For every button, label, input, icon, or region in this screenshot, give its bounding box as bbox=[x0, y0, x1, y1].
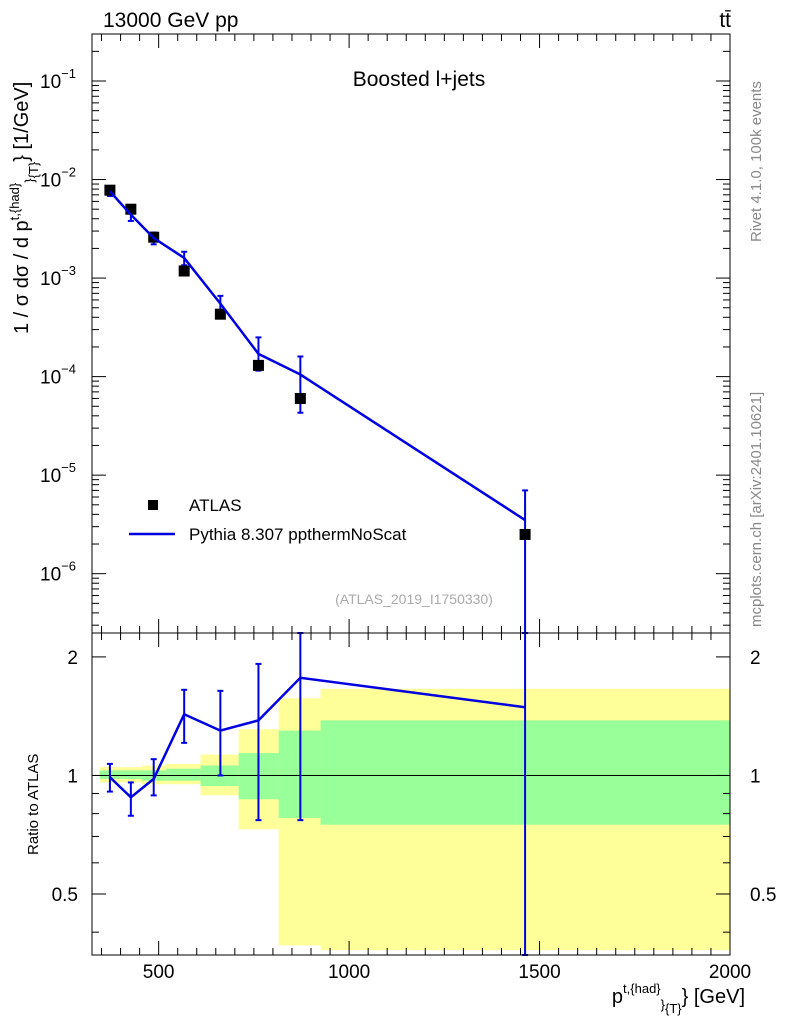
ratio-y-axis-label: Ratio to ATLAS bbox=[25, 754, 42, 855]
main-y-tick-label-4: 10−2 bbox=[40, 165, 76, 192]
main-y-tick-label-5: 10−1 bbox=[40, 66, 76, 93]
process-label: tt̄ bbox=[719, 9, 731, 32]
analysis-tag: (ATLAS_2019_I1750330) bbox=[335, 591, 493, 607]
ratio-y-tick-label-right-1: 1 bbox=[750, 766, 761, 787]
ratio-y-tick-label-right-2: 2 bbox=[750, 648, 761, 669]
atlas-data-point-0 bbox=[104, 184, 116, 196]
main-y-tick-label-3: 10−3 bbox=[40, 263, 76, 290]
main-y-tick-label-1: 10−5 bbox=[40, 460, 76, 487]
main-y-axis-label: 1 / σ dσ / d pt,{had}}{T}} [1/GeV] bbox=[7, 82, 41, 334]
ratio-y-tick-label-left-0: 0.5 bbox=[52, 885, 78, 906]
x-tick-label-1: 1000 bbox=[328, 962, 370, 983]
ratio-panel-frame bbox=[91, 632, 731, 956]
main-y-tick-label-0: 10−6 bbox=[40, 559, 76, 586]
main-panel-axes: 10−6 10−5 10−4 10−3 10−2 10−1 bbox=[40, 34, 731, 633]
x-tick-label-2: 1500 bbox=[518, 962, 560, 983]
ratio-band-inner-3 bbox=[166, 768, 201, 781]
x-tick-label-0: 500 bbox=[143, 962, 175, 983]
ratio-y-tick-label-left-1: 1 bbox=[67, 766, 78, 787]
ratio-mc-line bbox=[109, 676, 526, 799]
ratio-y-tick-label-right-0: 0.5 bbox=[750, 885, 776, 906]
atlas-data-point-3 bbox=[178, 265, 190, 277]
atlas-data-point-4 bbox=[214, 308, 226, 320]
atlas-data-point-1 bbox=[125, 203, 137, 215]
atlas-data-point-6 bbox=[294, 392, 306, 404]
ratio-y-tick-label-left-2: 2 bbox=[67, 648, 78, 669]
ratio-panel-marks bbox=[106, 632, 529, 956]
collision-label: 13000 GeV pp bbox=[103, 9, 238, 32]
atlas-data-point-5 bbox=[252, 359, 264, 371]
legend-atlas-label: ATLAS bbox=[189, 496, 242, 515]
rivet-label: Rivet 4.1.0, 100k events bbox=[748, 81, 765, 242]
legend-mc-label: Pythia 8.307 ppthermNoScat bbox=[189, 525, 407, 544]
legend-atlas-marker bbox=[148, 500, 158, 510]
plot-title: Boosted l+jets bbox=[353, 68, 486, 91]
main-panel-frame bbox=[91, 33, 731, 634]
legend: ATLAS Pythia 8.307 ppthermNoScat bbox=[129, 496, 407, 544]
mcplots-label: mcplots.cern.ch [arXiv:2401.10621] bbox=[748, 392, 765, 627]
ratio-panel-axes: 0.5 0.5 1 1 2 2 500 1000 1500 2000 bbox=[52, 633, 776, 983]
atlas-data-point-7 bbox=[519, 528, 531, 540]
main-panel-error-bars bbox=[106, 186, 529, 634]
ratio-band-inner-1 bbox=[120, 770, 142, 779]
main-y-tick-label-2: 10−4 bbox=[40, 362, 76, 389]
x-axis-label: pt,{had}}{T}} [GeV] bbox=[612, 981, 745, 1016]
main-panel-marks bbox=[104, 184, 531, 540]
mc-line bbox=[108, 190, 526, 522]
ratio-uncertainty-bands bbox=[92, 688, 730, 951]
x-tick-label-3: 2000 bbox=[709, 962, 751, 983]
